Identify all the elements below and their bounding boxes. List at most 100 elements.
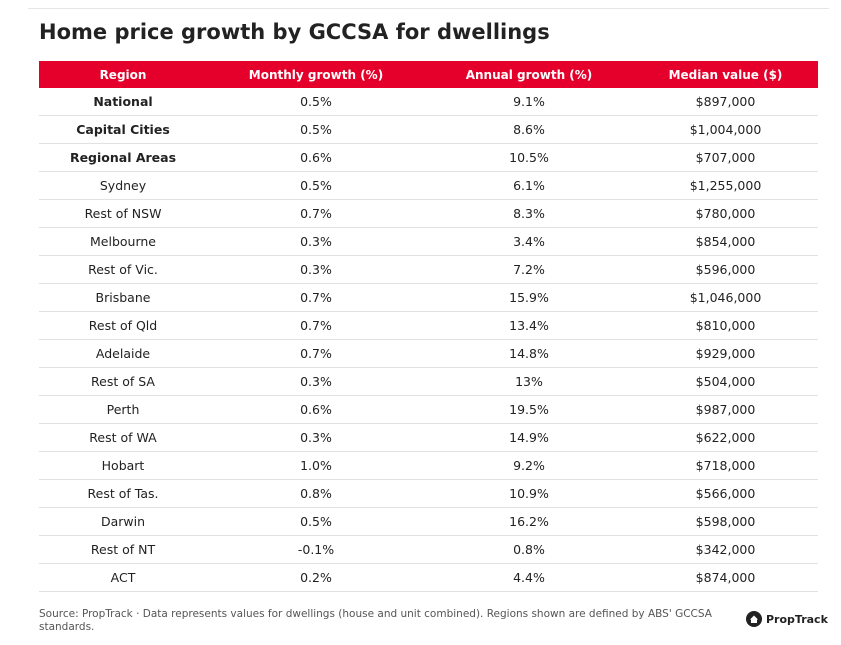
table-row: National 0.5% 9.1% $897,000 [39, 88, 818, 116]
table-row: ACT 0.2% 4.4% $874,000 [39, 563, 818, 592]
table-cell: Rest of Qld [39, 311, 207, 340]
table-cell: 0.3% [207, 423, 425, 452]
table-cell: 13% [425, 367, 633, 396]
table-cell: Rest of WA [39, 423, 207, 452]
table-cell: 0.5% [207, 171, 425, 200]
table-cell: 0.6% [207, 395, 425, 424]
table-cell: $810,000 [633, 311, 818, 340]
table-cell: 15.9% [425, 283, 633, 312]
table-cell: Rest of Vic. [39, 255, 207, 284]
table-cell: $1,004,000 [633, 115, 818, 144]
table-cell: Rest of Tas. [39, 479, 207, 508]
table-row: Perth 0.6% 19.5% $987,000 [39, 395, 818, 424]
table-row: Melbourne 0.3% 3.4% $854,000 [39, 227, 818, 256]
table-cell: Adelaide [39, 339, 207, 368]
table-cell: Brisbane [39, 283, 207, 312]
table-cell: 0.8% [425, 535, 633, 564]
table-cell: Rest of NSW [39, 199, 207, 228]
table-cell: Rest of SA [39, 367, 207, 396]
table-row: Rest of WA 0.3% 14.9% $622,000 [39, 423, 818, 452]
table-cell: 0.5% [207, 115, 425, 144]
table-row: Rest of Tas. 0.8% 10.9% $566,000 [39, 479, 818, 508]
table-cell: 6.1% [425, 171, 633, 200]
table-cell: $987,000 [633, 395, 818, 424]
table-cell: $707,000 [633, 143, 818, 172]
table-cell: National [39, 88, 207, 116]
table-cell: 0.7% [207, 311, 425, 340]
table-cell: 1.0% [207, 451, 425, 480]
table-cell: $596,000 [633, 255, 818, 284]
table-cell: Regional Areas [39, 143, 207, 172]
table-cell: 10.9% [425, 479, 633, 508]
table-cell: 10.5% [425, 143, 633, 172]
table-cell: $929,000 [633, 339, 818, 368]
table-cell: 8.3% [425, 199, 633, 228]
table-row: Brisbane 0.7% 15.9% $1,046,000 [39, 283, 818, 312]
table-row: Adelaide 0.7% 14.8% $929,000 [39, 339, 818, 368]
table-row: Capital Cities 0.5% 8.6% $1,004,000 [39, 115, 818, 144]
table-cell: Hobart [39, 451, 207, 480]
table-cell: ACT [39, 563, 207, 592]
table-cell: $1,046,000 [633, 283, 818, 312]
table-cell: 13.4% [425, 311, 633, 340]
table-cell: $874,000 [633, 563, 818, 592]
table-cell: 16.2% [425, 507, 633, 536]
table-cell: $854,000 [633, 227, 818, 256]
header-row: Region Monthly growth (%) Annual growth (%… [39, 61, 818, 88]
table-cell: 3.4% [425, 227, 633, 256]
table-cell: $342,000 [633, 535, 818, 564]
column-header: Monthly growth (%) [207, 61, 425, 88]
table-cell: $622,000 [633, 423, 818, 452]
column-header: Annual growth (%) [425, 61, 633, 88]
table-cell: 0.5% [207, 88, 425, 116]
table-cell: $718,000 [633, 451, 818, 480]
table-row: Rest of NT -0.1% 0.8% $342,000 [39, 535, 818, 564]
table-cell: Melbourne [39, 227, 207, 256]
table-cell: 0.7% [207, 199, 425, 228]
logo: PropTrack [746, 611, 828, 627]
table-cell: 8.6% [425, 115, 633, 144]
table-cell: 7.2% [425, 255, 633, 284]
table-cell: $504,000 [633, 367, 818, 396]
table-row: Hobart 1.0% 9.2% $718,000 [39, 451, 818, 480]
table-cell: $780,000 [633, 199, 818, 228]
table-cell: 19.5% [425, 395, 633, 424]
data-table: Region Monthly growth (%) Annual growth (%… [39, 61, 818, 592]
table-cell: 0.5% [207, 507, 425, 536]
table-row: Rest of SA 0.3% 13% $504,000 [39, 367, 818, 396]
table-cell: -0.1% [207, 535, 425, 564]
table-cell: 0.8% [207, 479, 425, 508]
table-cell: 14.8% [425, 339, 633, 368]
table-row: Rest of Vic. 0.3% 7.2% $596,000 [39, 255, 818, 284]
table-row: Rest of Qld 0.7% 13.4% $810,000 [39, 311, 818, 340]
divider [28, 8, 829, 9]
table-row: Rest of NSW 0.7% 8.3% $780,000 [39, 199, 818, 228]
logo-text: PropTrack [766, 612, 828, 626]
table-row: Sydney 0.5% 6.1% $1,255,000 [39, 171, 818, 200]
table-cell: Rest of NT [39, 535, 207, 564]
table-cell: 0.3% [207, 255, 425, 284]
table-cell: 14.9% [425, 423, 633, 452]
table-row: Regional Areas 0.6% 10.5% $707,000 [39, 143, 818, 172]
source-note: Source: PropTrack · Data represents valu… [39, 608, 712, 633]
table-cell: 0.3% [207, 227, 425, 256]
table-cell: 9.1% [425, 88, 633, 116]
table-cell: $897,000 [633, 88, 818, 116]
table-cell: $598,000 [633, 507, 818, 536]
table-row: Darwin 0.5% 16.2% $598,000 [39, 507, 818, 536]
table-cell: 0.2% [207, 563, 425, 592]
table-cell: $566,000 [633, 479, 818, 508]
table-cell: $1,255,000 [633, 171, 818, 200]
table-cell: 0.6% [207, 143, 425, 172]
table-cell: Darwin [39, 507, 207, 536]
table-cell: Sydney [39, 171, 207, 200]
column-header: Region [39, 61, 207, 88]
table-cell: 0.3% [207, 367, 425, 396]
logo-icon [746, 611, 762, 627]
table-cell: 0.7% [207, 339, 425, 368]
column-header: Median value ($) [633, 61, 818, 88]
table-cell: 4.4% [425, 563, 633, 592]
table-body: National 0.5% 9.1% $897,000 Capital Cities 0.… [39, 88, 818, 592]
table-cell: 9.2% [425, 451, 633, 480]
